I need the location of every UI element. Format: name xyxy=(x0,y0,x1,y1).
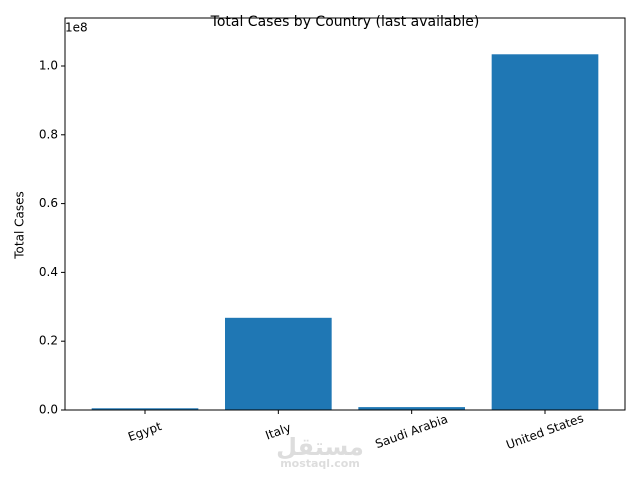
x-tick-label: United States xyxy=(504,411,585,452)
x-tick-label: Egypt xyxy=(126,419,164,444)
y-tick-label: 0.8 xyxy=(39,127,58,141)
chart-title: Total Cases by Country (last available) xyxy=(210,14,480,30)
y-offset-label: 1e8 xyxy=(65,21,88,35)
plot-frame xyxy=(64,17,626,411)
y-axis-label: Total Cases xyxy=(13,191,27,259)
bar xyxy=(358,407,465,410)
watermark: mostaql.com xyxy=(280,457,360,470)
y-tick-label: 0.6 xyxy=(39,196,58,210)
y-tick-label: 1.0 xyxy=(39,58,58,72)
bar xyxy=(491,54,599,410)
x-tick-label: Saudi Arabia xyxy=(373,412,449,451)
watermark: مستقل xyxy=(276,433,364,461)
y-tick-label: 0.0 xyxy=(39,403,58,417)
bar xyxy=(225,317,332,410)
y-tick-label: 0.4 xyxy=(39,265,58,279)
y-tick-label: 0.2 xyxy=(39,334,58,348)
bar xyxy=(91,408,199,410)
